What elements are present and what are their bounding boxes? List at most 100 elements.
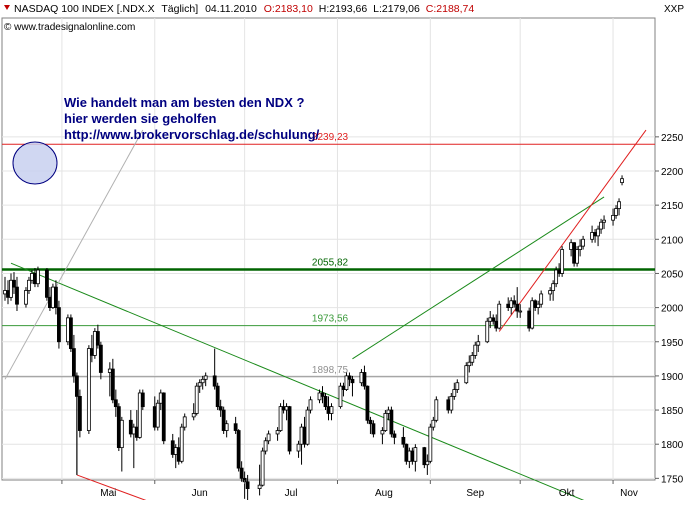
candle[interactable] [614, 205, 618, 219]
candle[interactable] [140, 389, 145, 411]
candle[interactable] [578, 239, 583, 257]
candle[interactable] [425, 454, 430, 475]
annotation-line-3[interactable]: http://www.brokervorschlag.de/schulung/ [64, 127, 320, 142]
candle[interactable] [278, 403, 283, 432]
candle[interactable] [401, 427, 406, 448]
candle[interactable] [497, 300, 502, 330]
candle[interactable] [45, 267, 49, 301]
candle[interactable] [434, 396, 439, 423]
candle[interactable] [137, 389, 142, 439]
candle[interactable] [320, 386, 325, 404]
candle[interactable] [308, 396, 313, 414]
candle[interactable] [27, 276, 31, 294]
candle[interactable] [596, 225, 600, 247]
candle[interactable] [602, 215, 606, 230]
candle[interactable] [449, 392, 454, 414]
candle[interactable] [599, 218, 603, 234]
candle[interactable] [527, 307, 532, 332]
candle[interactable] [77, 389, 82, 438]
candle[interactable] [9, 273, 13, 301]
candle[interactable] [344, 372, 349, 391]
candle[interactable] [338, 382, 343, 409]
candle[interactable] [191, 403, 196, 421]
candle[interactable] [329, 403, 334, 421]
candle[interactable] [287, 405, 292, 455]
candle[interactable] [413, 444, 418, 472]
candle[interactable] [539, 290, 544, 308]
candle[interactable] [215, 382, 220, 411]
candle[interactable] [51, 283, 55, 309]
candle[interactable] [617, 198, 621, 216]
candle[interactable] [518, 304, 523, 318]
candle[interactable] [233, 416, 238, 434]
candle[interactable] [323, 392, 328, 411]
candle[interactable] [182, 413, 187, 431]
candle[interactable] [452, 382, 457, 400]
candle[interactable] [347, 372, 352, 387]
candle[interactable] [86, 345, 91, 434]
candle[interactable] [263, 437, 268, 455]
candle[interactable] [383, 410, 388, 432]
candle[interactable] [224, 420, 229, 438]
candle[interactable] [221, 406, 226, 434]
candle[interactable] [179, 423, 184, 464]
candle[interactable] [155, 399, 160, 431]
candle[interactable] [239, 461, 244, 482]
candle[interactable] [404, 443, 409, 465]
candle[interactable] [296, 440, 301, 458]
candle[interactable] [467, 355, 472, 373]
candle[interactable] [260, 447, 265, 487]
candle[interactable] [266, 430, 271, 445]
candle[interactable] [245, 474, 250, 505]
candle[interactable] [389, 406, 394, 438]
candle[interactable] [350, 375, 355, 397]
candle[interactable] [512, 295, 517, 308]
candle[interactable] [368, 416, 373, 434]
candle[interactable] [575, 246, 580, 267]
candle[interactable] [431, 416, 436, 431]
candle[interactable] [611, 208, 615, 226]
candle[interactable] [194, 382, 199, 416]
candle[interactable] [491, 314, 496, 325]
candle[interactable] [548, 287, 553, 301]
candle[interactable] [464, 362, 469, 385]
candle[interactable] [371, 420, 376, 438]
candle[interactable] [422, 446, 427, 469]
candle[interactable] [380, 427, 385, 445]
candle[interactable] [203, 372, 208, 387]
candle[interactable] [470, 351, 475, 366]
candle[interactable] [275, 427, 280, 441]
candle[interactable] [110, 358, 115, 404]
candle[interactable] [119, 416, 124, 472]
candle[interactable] [212, 348, 217, 390]
candle[interactable] [24, 287, 28, 308]
candle[interactable] [68, 314, 73, 352]
candle[interactable] [236, 429, 241, 472]
candle[interactable] [161, 392, 166, 445]
candle[interactable] [57, 300, 61, 349]
candle[interactable] [554, 266, 559, 288]
candle[interactable] [66, 314, 70, 346]
candle[interactable] [257, 464, 262, 496]
candle[interactable] [392, 430, 397, 445]
candle[interactable] [620, 175, 624, 186]
candle[interactable] [54, 280, 58, 315]
candle[interactable] [95, 324, 100, 349]
candle[interactable] [581, 235, 585, 250]
candle[interactable] [551, 280, 556, 301]
candle[interactable] [15, 276, 19, 312]
candle[interactable] [74, 372, 79, 475]
candle[interactable] [92, 328, 97, 359]
candle[interactable] [218, 399, 223, 417]
candle[interactable] [98, 341, 103, 380]
candle[interactable] [200, 375, 205, 390]
candle[interactable] [428, 423, 433, 464]
candle[interactable] [71, 334, 76, 383]
candle[interactable] [515, 287, 520, 318]
candle[interactable] [530, 297, 535, 330]
candle[interactable] [365, 385, 370, 424]
candle[interactable] [113, 389, 118, 417]
candle[interactable] [473, 341, 478, 359]
candle[interactable] [560, 246, 565, 277]
